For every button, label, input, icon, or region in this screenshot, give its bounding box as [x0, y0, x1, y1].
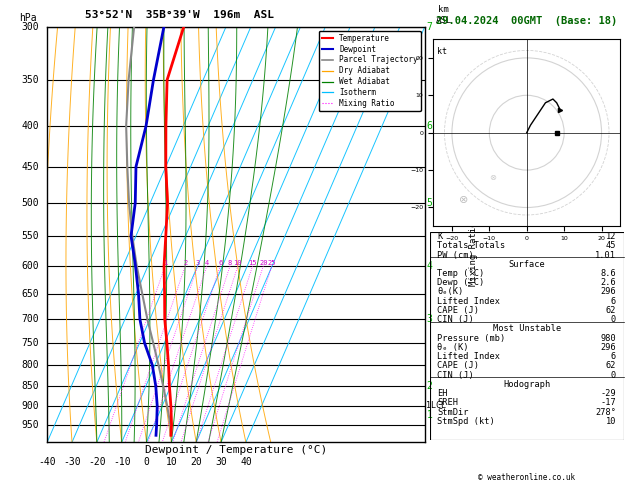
Text: © weatheronline.co.uk: © weatheronline.co.uk: [478, 473, 576, 482]
Text: 6: 6: [426, 121, 433, 131]
Text: 0: 0: [143, 457, 150, 467]
Text: Hodograph: Hodograph: [503, 380, 550, 389]
Text: 1: 1: [426, 410, 433, 420]
Text: Totals Totals: Totals Totals: [437, 242, 506, 250]
Text: PW (cm): PW (cm): [437, 251, 474, 260]
Text: 1LCL: 1LCL: [425, 401, 445, 410]
Text: Most Unstable: Most Unstable: [493, 324, 561, 333]
Text: 550: 550: [21, 231, 39, 241]
Text: -30: -30: [63, 457, 81, 467]
Text: 6: 6: [218, 260, 223, 266]
Text: 400: 400: [21, 121, 39, 131]
Text: 10: 10: [606, 417, 616, 426]
Text: 30: 30: [215, 457, 227, 467]
Text: 25: 25: [267, 260, 276, 266]
Text: StmSpd (kt): StmSpd (kt): [437, 417, 495, 426]
Text: 700: 700: [21, 314, 39, 324]
Text: Surface: Surface: [508, 260, 545, 269]
Text: CAPE (J): CAPE (J): [437, 306, 479, 315]
Text: 62: 62: [606, 361, 616, 370]
Text: θₑ (K): θₑ (K): [437, 343, 469, 352]
Text: Lifted Index: Lifted Index: [437, 352, 500, 361]
Text: 20: 20: [259, 260, 267, 266]
Text: 12: 12: [606, 232, 616, 241]
Text: ⊗: ⊗: [459, 195, 469, 205]
X-axis label: Dewpoint / Temperature (°C): Dewpoint / Temperature (°C): [145, 445, 327, 455]
Text: CAPE (J): CAPE (J): [437, 361, 479, 370]
Text: kt: kt: [437, 47, 447, 56]
Text: 2: 2: [183, 260, 187, 266]
Text: 0: 0: [611, 315, 616, 324]
Text: CIN (J): CIN (J): [437, 370, 474, 380]
Text: 3: 3: [426, 314, 433, 324]
Text: K: K: [437, 232, 443, 241]
Text: 62: 62: [606, 306, 616, 315]
Text: 278°: 278°: [595, 407, 616, 417]
Text: 980: 980: [601, 333, 616, 343]
Text: 296: 296: [601, 287, 616, 296]
Text: 45: 45: [606, 242, 616, 250]
Text: CIN (J): CIN (J): [437, 315, 474, 324]
Text: 8.6: 8.6: [601, 269, 616, 278]
Legend: Temperature, Dewpoint, Parcel Trajectory, Dry Adiabat, Wet Adiabat, Isotherm, Mi: Temperature, Dewpoint, Parcel Trajectory…: [319, 31, 421, 111]
Text: EH: EH: [437, 389, 448, 398]
Text: 650: 650: [21, 289, 39, 298]
Text: -29: -29: [601, 389, 616, 398]
Text: 4: 4: [426, 261, 433, 271]
Text: 2.6: 2.6: [601, 278, 616, 287]
Text: 8: 8: [228, 260, 232, 266]
Text: -20: -20: [88, 457, 106, 467]
Text: -17: -17: [601, 398, 616, 407]
Text: 29.04.2024  00GMT  (Base: 18): 29.04.2024 00GMT (Base: 18): [436, 16, 618, 26]
Text: 53°52'N  35B°39'W  196m  ASL: 53°52'N 35B°39'W 196m ASL: [85, 11, 274, 20]
Text: StmDir: StmDir: [437, 407, 469, 417]
Text: 3: 3: [196, 260, 200, 266]
Text: 6: 6: [611, 352, 616, 361]
Text: 5: 5: [426, 198, 433, 208]
Text: 20: 20: [191, 457, 202, 467]
Text: 350: 350: [21, 75, 39, 85]
Text: 10: 10: [233, 260, 242, 266]
Text: SREH: SREH: [437, 398, 459, 407]
Text: -40: -40: [38, 457, 56, 467]
Text: 750: 750: [21, 338, 39, 348]
Text: 1: 1: [163, 260, 167, 266]
Text: ⊗: ⊗: [489, 173, 496, 182]
Text: 500: 500: [21, 198, 39, 208]
Text: 4: 4: [205, 260, 209, 266]
Text: Temp (°C): Temp (°C): [437, 269, 484, 278]
Text: 850: 850: [21, 381, 39, 391]
Text: Dewp (°C): Dewp (°C): [437, 278, 484, 287]
Text: -10: -10: [113, 457, 130, 467]
Text: 1.01: 1.01: [595, 251, 616, 260]
Text: 800: 800: [21, 360, 39, 370]
Text: 600: 600: [21, 261, 39, 271]
Text: hPa: hPa: [19, 13, 37, 22]
Text: 40: 40: [240, 457, 252, 467]
Text: 296: 296: [601, 343, 616, 352]
Text: 10: 10: [165, 457, 177, 467]
Text: 950: 950: [21, 419, 39, 430]
Text: 7: 7: [426, 22, 433, 32]
Text: 300: 300: [21, 22, 39, 32]
Text: 6: 6: [611, 296, 616, 306]
Text: Pressure (mb): Pressure (mb): [437, 333, 506, 343]
Text: 0: 0: [611, 370, 616, 380]
Text: 2: 2: [426, 381, 433, 391]
Text: θₑ(K): θₑ(K): [437, 287, 464, 296]
Text: 900: 900: [21, 401, 39, 411]
Text: 15: 15: [248, 260, 257, 266]
Text: km
ASL: km ASL: [435, 5, 452, 25]
Text: Lifted Index: Lifted Index: [437, 296, 500, 306]
Text: 450: 450: [21, 162, 39, 172]
Text: Mixing Ratio (g/kg): Mixing Ratio (g/kg): [469, 183, 478, 286]
